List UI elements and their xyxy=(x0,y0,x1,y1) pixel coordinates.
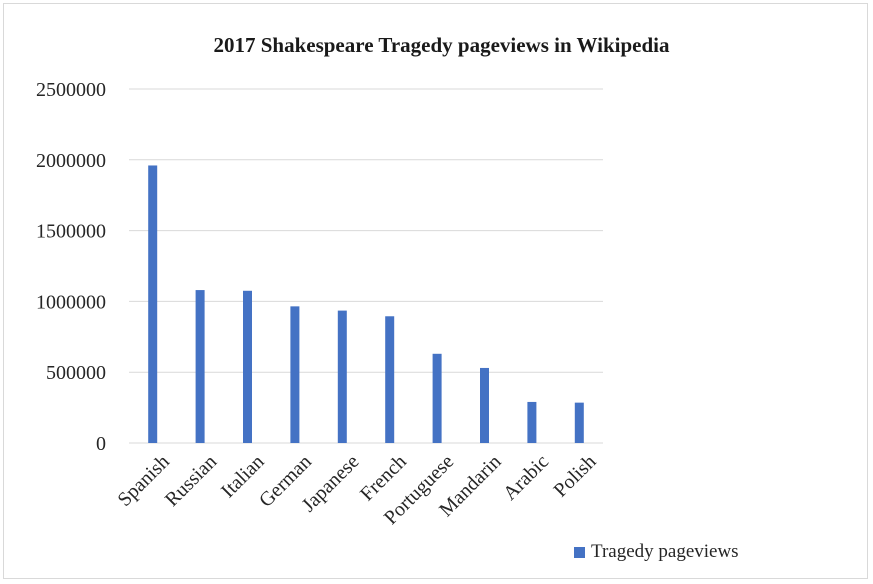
bar-mandarin xyxy=(480,367,489,443)
legend-swatch xyxy=(574,546,585,558)
chart-legend: Tragedy pageviews xyxy=(574,541,739,563)
y-tick-label: 1500000 xyxy=(36,221,106,243)
bar-italian xyxy=(243,290,252,443)
chart-frame xyxy=(3,3,868,579)
bar-german xyxy=(290,306,300,443)
x-tick-label: Spanish xyxy=(114,451,174,511)
bar-arabic xyxy=(527,401,537,443)
bar-spanish xyxy=(148,165,158,444)
bar-portuguese xyxy=(432,353,442,443)
y-tick-label: 2500000 xyxy=(36,79,106,101)
bar-japanese xyxy=(337,310,347,443)
x-tick-label: Polish xyxy=(550,451,601,502)
legend-label: Tragedy pageviews xyxy=(591,541,739,562)
y-tick-label: 0 xyxy=(96,433,106,455)
y-tick-label: 2000000 xyxy=(36,150,106,172)
bar-french xyxy=(385,316,395,443)
chart-title: 2017 Shakespeare Tragedy pageviews in Wi… xyxy=(213,33,670,57)
bar-polish xyxy=(574,402,584,443)
x-tick-label: Arabic xyxy=(499,451,553,505)
bar-russian xyxy=(195,290,205,443)
y-tick-label: 500000 xyxy=(46,362,106,384)
x-tick-label: Russian xyxy=(161,451,221,511)
y-tick-label: 1000000 xyxy=(36,291,106,313)
